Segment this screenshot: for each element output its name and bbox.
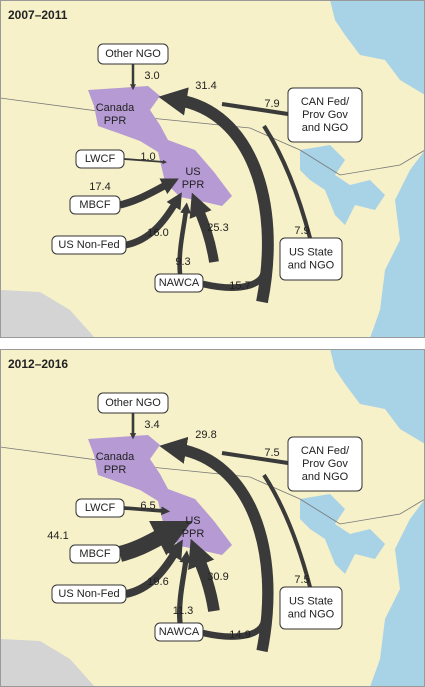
great-lakes: [300, 145, 385, 225]
flow-value: 15.7: [229, 280, 250, 292]
node-box: [279, 586, 343, 630]
flow-value: 7.9: [264, 98, 279, 110]
flow-value: 14.9: [229, 629, 250, 641]
flow-arrow: [202, 270, 268, 291]
node-box: [69, 195, 121, 215]
hudson-bay: [330, 1, 424, 95]
flow-value: 7.9: [294, 225, 309, 237]
flow-value: 25.3: [207, 222, 228, 234]
node-label: and NGO: [302, 122, 349, 134]
flow-arrow: [123, 158, 168, 165]
node-label: Prov Gov: [302, 458, 348, 470]
map: [1, 350, 424, 686]
flow-value: 3.4: [144, 419, 159, 431]
node-label: LWCF: [85, 153, 116, 165]
hudson-bay: [330, 350, 424, 444]
atlantic: [370, 151, 424, 337]
ppr-area: [88, 86, 232, 206]
region-label: US: [185, 515, 200, 527]
node-label: US State: [289, 595, 333, 607]
mexico: [1, 290, 95, 337]
flow-arrow: [119, 178, 179, 209]
node-box: [154, 622, 204, 642]
node-label: CAN Fed/: [301, 445, 350, 457]
flow-value: 1.0: [140, 151, 155, 163]
flow-arrow: [159, 436, 274, 653]
node-box: [51, 584, 127, 604]
flow-arrow: [262, 473, 312, 588]
node-box: [51, 235, 127, 255]
node-label: NAWCA: [159, 626, 200, 638]
region-label: PPR: [104, 115, 127, 127]
flow-value: 30.9: [207, 571, 228, 583]
node-box: [97, 392, 169, 414]
ppr-area: [88, 435, 232, 555]
node-label: Prov Gov: [302, 109, 348, 121]
panel-title: 2012–2016: [8, 357, 68, 371]
flow-arrow: [202, 620, 268, 640]
node-label: MBCF: [79, 548, 110, 560]
panel-title: 2007–2011: [8, 8, 68, 22]
node-label: and NGO: [302, 471, 349, 483]
flow-arrow: [176, 550, 192, 624]
node-label: NAWCA: [159, 277, 200, 289]
flow-arrow: [188, 538, 220, 612]
flow-value: 11.3: [173, 605, 194, 617]
region-label: Canada: [96, 451, 135, 463]
region-label: PPR: [182, 179, 205, 191]
flow-arrow: [117, 520, 193, 562]
flow-value: 44.1: [47, 530, 68, 542]
flow-arrow: [125, 192, 182, 249]
flow-arrow: [177, 202, 192, 275]
node-box: [279, 237, 343, 281]
flow-value: 17.4: [89, 181, 110, 193]
land: [1, 1, 424, 337]
flow-value: 9.3: [175, 256, 190, 268]
flow-value: 19.6: [147, 576, 168, 588]
region-label: Canada: [96, 102, 135, 114]
node-label: and NGO: [288, 259, 335, 271]
node-label: LWCF: [85, 502, 116, 514]
node-box: [75, 498, 125, 518]
node-box: [75, 149, 125, 169]
node-label: US State: [289, 246, 333, 258]
flow-value: 29.8: [195, 429, 216, 441]
mexico: [1, 639, 95, 686]
flow-value: 7.5: [264, 447, 279, 459]
node-box: [154, 273, 204, 293]
flow-value: 7.5: [294, 574, 309, 586]
node-box: [287, 436, 363, 492]
great-lakes: [300, 494, 385, 574]
node-label: US Non-Fed: [58, 588, 119, 600]
node-label: US Non-Fed: [58, 239, 119, 251]
flow-arrow: [158, 87, 274, 304]
flow-arrow: [189, 192, 219, 263]
flow-arrow: [123, 506, 171, 516]
node-label: Other NGO: [105, 397, 161, 409]
node-label: Other NGO: [105, 48, 161, 60]
node-label: MBCF: [79, 199, 110, 211]
flow-value: 3.0: [144, 70, 159, 82]
atlantic: [370, 500, 424, 686]
node-label: CAN Fed/: [301, 96, 350, 108]
map: [1, 1, 424, 337]
flow-arrow: [221, 451, 289, 465]
flow-value: 6.5: [140, 500, 155, 512]
flow-value: 31.4: [195, 80, 216, 92]
flow-arrow: [262, 124, 312, 239]
region-label: PPR: [104, 464, 127, 476]
region-label: PPR: [182, 528, 205, 540]
land: [1, 350, 424, 686]
flow-value: 16.0: [147, 227, 168, 239]
node-box: [69, 544, 121, 564]
node-box: [97, 43, 169, 65]
region-label: US: [185, 166, 200, 178]
node-label: and NGO: [288, 608, 335, 620]
flow-arrow: [124, 539, 183, 598]
flow-arrow: [221, 101, 289, 117]
node-box: [287, 87, 363, 143]
